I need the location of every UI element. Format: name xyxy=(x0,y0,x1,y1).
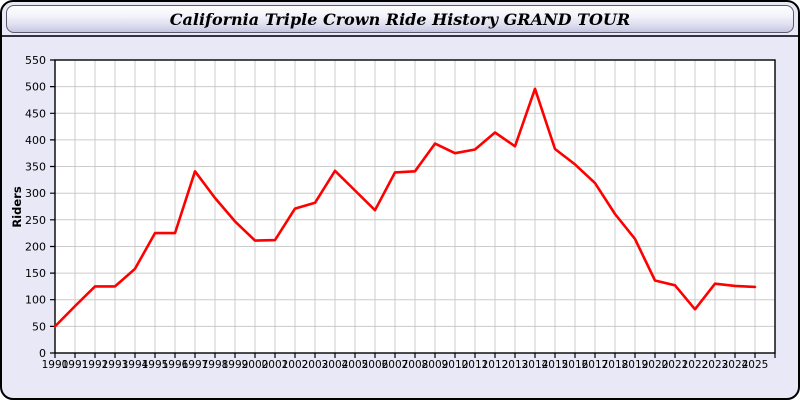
x-axis-tick-label: 1998 xyxy=(202,359,229,371)
y-axis-tick-label: 250 xyxy=(25,214,46,227)
x-axis-tick-label: 2015 xyxy=(542,359,569,371)
x-axis-tick-label: 2025 xyxy=(742,359,769,371)
y-axis-tick-label: 400 xyxy=(25,134,46,147)
x-axis-tick-label: 1999 xyxy=(222,359,249,371)
x-axis-tick-label: 2017 xyxy=(582,359,609,371)
y-axis-tick-label: 450 xyxy=(25,107,46,120)
x-axis-tick-label: 2024 xyxy=(722,359,749,371)
x-axis-tick-label: 2013 xyxy=(502,359,529,371)
x-axis-tick-label: 2005 xyxy=(342,359,369,371)
y-axis-tick-label: 0 xyxy=(39,347,46,360)
x-axis-tick-label: 2006 xyxy=(362,359,389,371)
x-axis-tick-label: 2018 xyxy=(602,359,629,371)
y-axis-tick-label: 150 xyxy=(25,267,46,280)
x-axis-tick-label: 2022 xyxy=(682,359,709,371)
x-axis-tick-label: 2008 xyxy=(402,359,429,371)
x-axis-tick-label: 2012 xyxy=(482,359,509,371)
y-axis-tick-label: 300 xyxy=(25,187,46,200)
page-title: California Triple Crown Ride History GRA… xyxy=(169,9,631,29)
y-axis-tick-label: 350 xyxy=(25,161,46,174)
x-axis-tick-label: 1995 xyxy=(142,359,169,371)
x-axis-tick-label: 2019 xyxy=(622,359,649,371)
x-axis-tick-label: 2016 xyxy=(562,359,589,371)
x-axis-tick-label: 1997 xyxy=(182,359,209,371)
x-axis-tick-label: 2003 xyxy=(302,359,329,371)
x-axis-tick-label: 2020 xyxy=(642,359,669,371)
y-axis-tick-label: 200 xyxy=(25,240,46,253)
y-axis-tick-label: 550 xyxy=(25,54,46,67)
x-axis-tick-label: 2004 xyxy=(322,359,349,371)
x-axis-tick-label: 2023 xyxy=(702,359,729,371)
x-axis-tick-label: 1992 xyxy=(82,359,109,371)
x-axis-tick-label: 2014 xyxy=(522,359,549,371)
x-axis-tick-label: 1990 xyxy=(42,359,69,371)
riders-series-line xyxy=(53,87,757,328)
x-axis-tick-label: 2007 xyxy=(382,359,409,371)
y-axis-tick-label: 500 xyxy=(25,81,46,94)
x-axis-tick-label: 2011 xyxy=(462,359,489,371)
x-axis-tick-label: 1993 xyxy=(102,359,129,371)
x-axis-tick-label: 1991 xyxy=(62,359,89,371)
x-axis-tick-label: 2000 xyxy=(242,359,269,371)
y-axis-tick-label: 100 xyxy=(25,294,46,307)
chart-title-bar: California Triple Crown Ride History GRA… xyxy=(2,2,798,37)
title-panel: California Triple Crown Ride History GRA… xyxy=(6,5,794,33)
x-axis-tick-label: 2021 xyxy=(662,359,689,371)
x-axis-tick-label: 2009 xyxy=(422,359,449,371)
x-axis-tick-label: 1994 xyxy=(122,359,149,371)
y-axis-tick-label: 50 xyxy=(32,320,46,333)
x-axis-tick-label: 1996 xyxy=(162,359,189,371)
x-axis-tick-label: 2001 xyxy=(262,359,289,371)
x-axis-tick-label: 2002 xyxy=(282,359,309,371)
y-axis-title: Riders xyxy=(10,186,24,228)
x-axis-tick-label: 2010 xyxy=(442,359,469,371)
